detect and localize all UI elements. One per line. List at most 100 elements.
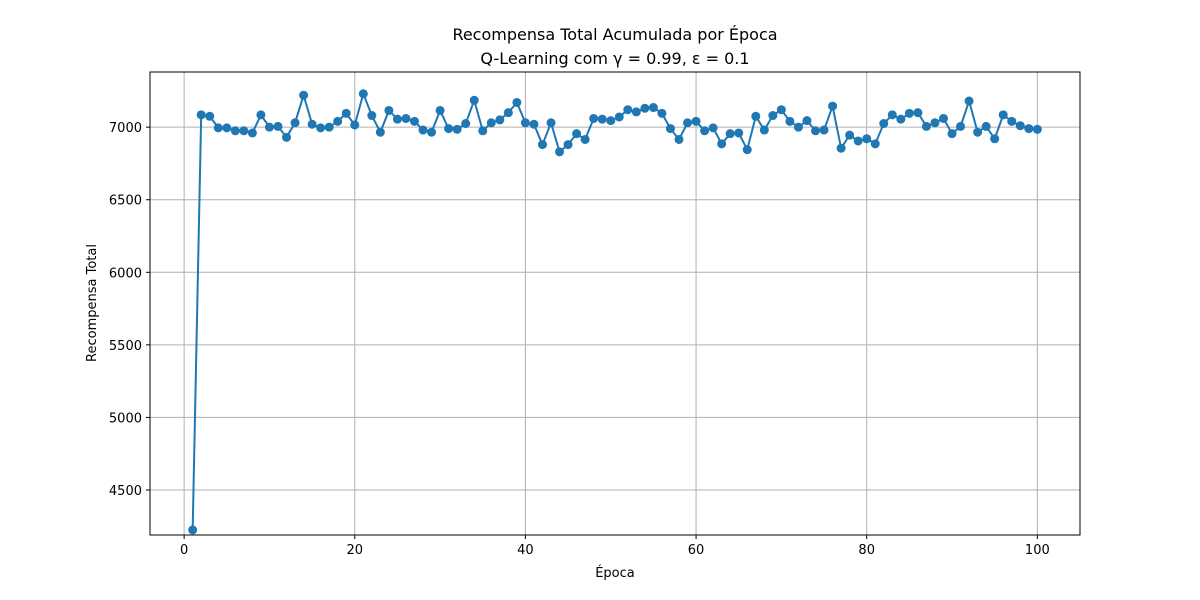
data-point [469, 95, 479, 105]
data-point [196, 110, 206, 120]
data-point [973, 127, 983, 137]
data-point [776, 105, 786, 115]
x-axis-label: Época [595, 565, 635, 581]
data-point [597, 114, 607, 124]
data-point [384, 105, 394, 115]
data-point [657, 108, 667, 118]
data-point [836, 143, 846, 153]
data-point [691, 116, 701, 126]
data-point [614, 112, 624, 122]
data-point [768, 111, 778, 121]
grid [150, 72, 1080, 535]
data-point [495, 115, 505, 125]
data-point [486, 118, 496, 128]
data-point [546, 118, 556, 128]
x-tick-label: 60 [688, 543, 705, 558]
data-point [444, 124, 454, 134]
data-point [239, 126, 249, 136]
data-point [188, 525, 198, 535]
data-point [1024, 124, 1034, 134]
data-point [956, 121, 966, 131]
data-point [674, 134, 684, 144]
data-point [998, 110, 1008, 120]
data-point [819, 125, 829, 135]
data-point [742, 145, 752, 155]
data-point [299, 90, 309, 100]
data-point [870, 139, 880, 149]
y-tick-label: 6500 [109, 194, 142, 209]
data-point [751, 111, 761, 121]
data-point [921, 121, 931, 131]
x-tick-label: 80 [858, 543, 875, 558]
x-tick-label: 100 [1025, 543, 1050, 558]
data-point [409, 116, 419, 126]
data-point [572, 129, 582, 139]
data-point [341, 108, 351, 118]
data-point [375, 127, 385, 137]
data-point [802, 116, 812, 126]
data-point [418, 125, 428, 135]
data-point [247, 128, 257, 138]
data-point [563, 140, 573, 150]
data-point [990, 134, 1000, 144]
data-point [367, 111, 377, 121]
data-point [461, 119, 471, 129]
data-point [896, 114, 906, 124]
y-axis-label: Recompensa Total [85, 244, 100, 362]
data-point [520, 118, 530, 128]
y-tick-label: 6000 [109, 266, 142, 281]
axis-ticks: 0 20 40 60 80 100 4500 5000 5500 6000 6500 7000 [109, 121, 1050, 558]
data-point [537, 140, 547, 150]
data-point [290, 118, 300, 128]
data-point [785, 116, 795, 126]
data-point [282, 132, 292, 142]
data-point [981, 121, 991, 131]
data-point [427, 127, 437, 137]
data-point [435, 105, 445, 115]
data-point [700, 126, 710, 136]
y-tick-label: 7000 [109, 121, 142, 136]
data-point [904, 108, 914, 118]
data-point [401, 113, 411, 123]
data-point [503, 108, 513, 118]
data-point [862, 134, 872, 144]
data-point [1032, 124, 1042, 134]
plot-frame [149, 71, 1081, 536]
data-point [725, 129, 735, 139]
data-point [640, 103, 650, 113]
data-point [358, 89, 368, 99]
y-tick-label: 5000 [109, 411, 142, 426]
series-line [191, 92, 1038, 530]
x-tick-label: 40 [517, 543, 534, 558]
data-point [512, 97, 522, 107]
data-point [734, 128, 744, 138]
chart-subtitle: Q-Learning com γ = 0.99, ε = 0.1 [480, 49, 749, 68]
data-point [938, 113, 948, 123]
data-point [793, 122, 803, 132]
data-point [307, 119, 317, 129]
data-point [947, 129, 957, 139]
data-point [845, 130, 855, 140]
data-point [478, 126, 488, 136]
data-point [964, 96, 974, 106]
data-point [828, 101, 838, 111]
data-point [205, 111, 215, 121]
data-point [623, 105, 633, 115]
data-point [648, 103, 658, 113]
data-point [264, 122, 274, 132]
data-point [1015, 121, 1025, 131]
data-point [324, 122, 334, 132]
data-point [222, 123, 232, 133]
data-point [350, 120, 360, 130]
data-point [580, 134, 590, 144]
x-tick-label: 0 [180, 543, 188, 558]
data-point [853, 136, 863, 146]
data-point [717, 139, 727, 149]
data-point [887, 110, 897, 120]
data-point [683, 118, 693, 128]
data-point [930, 118, 940, 128]
y-tick-label: 5500 [109, 339, 142, 354]
data-point [555, 147, 565, 157]
data-point [631, 107, 641, 117]
